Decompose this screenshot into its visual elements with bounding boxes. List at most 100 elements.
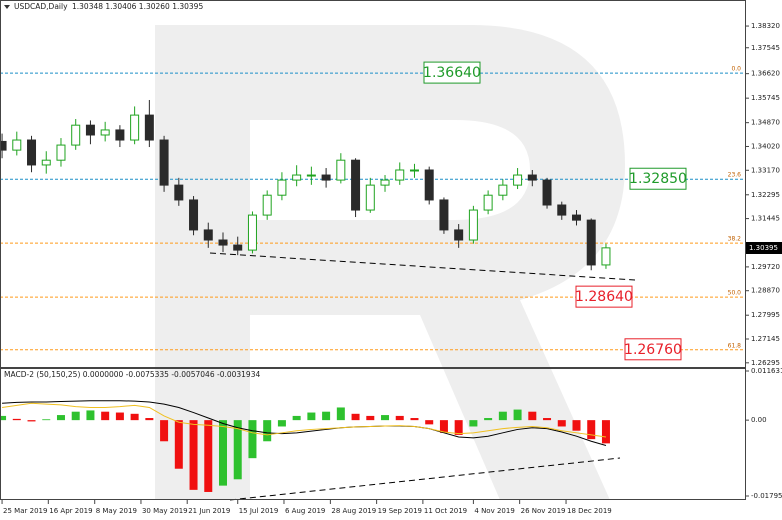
y-tick-label: 1.31445 xyxy=(751,215,780,223)
macd-line xyxy=(2,400,607,446)
candle-body xyxy=(233,244,243,251)
level-box-label: 1.26760 xyxy=(624,342,682,358)
y-tick-label: 1.33170 xyxy=(751,166,780,174)
y-tick-label: 1.35745 xyxy=(751,94,780,102)
y-tick-label: 1.34870 xyxy=(751,119,780,127)
x-tick-label: 18 Dec 2019 xyxy=(567,507,612,515)
candle-body xyxy=(601,247,611,266)
y-tick-label: 1.29720 xyxy=(751,263,780,271)
candle-body xyxy=(27,139,37,166)
candle-body xyxy=(571,214,581,221)
level-box xyxy=(575,285,633,308)
y-tick-label: 1.26295 xyxy=(751,359,780,367)
candle-body xyxy=(483,194,493,211)
candle-body xyxy=(292,174,302,181)
histogram-bar xyxy=(27,420,36,422)
candle-body xyxy=(0,140,7,151)
last-price-tag xyxy=(746,241,782,254)
histogram-bar xyxy=(543,418,552,421)
histogram-bar xyxy=(484,418,493,421)
candle-body xyxy=(424,169,434,201)
histogram-bar xyxy=(498,411,507,421)
histogram-bar xyxy=(410,418,419,421)
candle-body xyxy=(586,219,596,266)
candle-body xyxy=(365,184,375,211)
candle-body xyxy=(159,139,169,186)
histogram-bar xyxy=(56,415,65,421)
histogram-bar xyxy=(218,420,227,486)
macd-title: MACD-2 (50,150,25) 0.0000000 -0.0075335 … xyxy=(4,370,260,379)
histogram-bar xyxy=(601,420,610,444)
y-tick-label: 1.36620 xyxy=(751,70,780,78)
candle-body xyxy=(395,169,405,181)
histogram-bar xyxy=(71,411,80,421)
histogram-bar xyxy=(189,420,198,490)
histogram-bar xyxy=(130,413,139,421)
y-tick-label: 1.32295 xyxy=(751,191,780,199)
candle-body xyxy=(189,199,199,231)
candle-body xyxy=(454,229,464,241)
candle-body xyxy=(174,184,184,201)
level-box xyxy=(423,61,481,84)
histogram-bar xyxy=(322,411,331,421)
main-frame xyxy=(0,0,746,368)
level-box-label: 1.28640 xyxy=(575,289,633,305)
y-tick-label: 0.00 xyxy=(751,416,767,424)
watermark xyxy=(155,25,625,500)
macd-frame xyxy=(0,368,746,500)
histogram-bar xyxy=(204,420,213,492)
y-tick-label: -0.0179545 xyxy=(751,492,782,500)
histogram-bar xyxy=(292,415,301,421)
candle-body xyxy=(409,169,419,172)
histogram-bar xyxy=(307,412,316,421)
x-tick-label: 8 May 2019 xyxy=(96,507,137,515)
candle-body xyxy=(12,139,22,151)
candle-body xyxy=(100,129,110,136)
histogram-bar xyxy=(557,420,566,427)
histogram-bar xyxy=(351,413,360,421)
histogram-bar xyxy=(174,420,183,469)
histogram-bar xyxy=(587,420,596,440)
level-box-label: 1.36640 xyxy=(423,65,481,81)
candle-body xyxy=(380,179,390,186)
candle-body xyxy=(321,174,331,181)
x-tick-label: 25 Mar 2019 xyxy=(3,507,47,515)
histogram-bar xyxy=(0,415,7,421)
y-tick-label: 0.0116313 xyxy=(751,367,782,375)
level-label: 23.6 xyxy=(728,172,742,179)
histogram-bar xyxy=(513,409,522,421)
menu-icon[interactable] xyxy=(4,5,10,9)
y-tick-label: 1.27995 xyxy=(751,311,780,319)
y-tick-label: 1.38320 xyxy=(751,22,780,30)
candle-body xyxy=(218,239,228,246)
quote: 1.30348 1.30406 1.30260 1.30395 xyxy=(72,2,203,11)
candle-body xyxy=(336,159,346,181)
histogram-bar xyxy=(572,420,581,431)
candle-body xyxy=(527,174,537,181)
level-label: 0.0 xyxy=(731,66,741,73)
level-label: 38.2 xyxy=(728,236,742,243)
x-tick-label: 16 Apr 2019 xyxy=(49,507,92,515)
y-tick-label: 1.34020 xyxy=(751,142,780,150)
level-label: 61.8 xyxy=(728,342,742,349)
level-box xyxy=(629,167,687,190)
y-tick-label: 1.27145 xyxy=(751,335,780,343)
histogram-bar xyxy=(454,420,463,435)
candle-body xyxy=(71,124,81,146)
x-tick-label: 19 Sep 2019 xyxy=(378,507,422,515)
histogram-bar xyxy=(425,420,434,425)
histogram-bar xyxy=(248,420,257,459)
histogram-bar xyxy=(381,415,390,421)
signal-line xyxy=(1,402,607,438)
candle-body xyxy=(85,124,95,136)
histogram-bar xyxy=(263,420,272,442)
level-box xyxy=(624,338,682,361)
histogram-bar xyxy=(101,411,110,421)
x-tick-label: 30 May 2019 xyxy=(142,507,188,515)
histogram-bar xyxy=(12,418,21,421)
histogram-bar xyxy=(86,410,95,421)
candle-body xyxy=(56,144,66,161)
candle-body xyxy=(203,229,213,241)
trend-line xyxy=(209,252,636,281)
